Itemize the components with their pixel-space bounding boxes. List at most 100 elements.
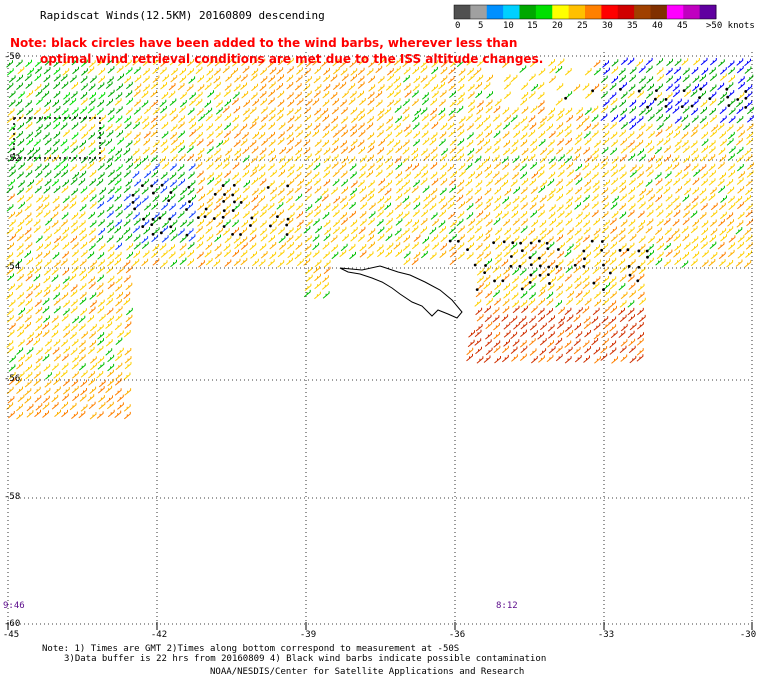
- wind-barb: [161, 145, 169, 153]
- wind-barb: [296, 258, 304, 267]
- note-line-2: optimal wind retrieval conditions are me…: [40, 52, 544, 66]
- wind-barb: [690, 129, 698, 137]
- wind-barb: [60, 139, 68, 147]
- wind-barb: [547, 283, 555, 291]
- wind-barb: [718, 219, 725, 227]
- wind-barb: [178, 105, 186, 114]
- wind-barb: [358, 57, 366, 65]
- wind-barb: [35, 178, 43, 186]
- wind-barb: [681, 99, 689, 108]
- wind-barb: [591, 122, 599, 130]
- wind-barb: [87, 394, 95, 402]
- wind-barb: [728, 146, 736, 154]
- wind-barb: [24, 227, 32, 235]
- wind-barb: [177, 171, 185, 180]
- wind-barb: [267, 97, 275, 105]
- wind-barb: [42, 329, 50, 338]
- wind-barb: [152, 107, 160, 115]
- contamination-dot: [204, 207, 208, 211]
- wind-barb: [97, 356, 105, 364]
- contamination-dot: [239, 201, 243, 204]
- wind-barb: [98, 395, 105, 403]
- wind-barb: [296, 219, 304, 228]
- wind-barb: [582, 194, 590, 203]
- wind-barb: [629, 99, 637, 108]
- wind-barb: [610, 177, 618, 186]
- wind-barb: [80, 97, 88, 106]
- contamination-dot: [555, 265, 559, 268]
- wind-barb: [709, 235, 716, 243]
- wind-barb: [468, 330, 475, 338]
- wind-barb: [619, 171, 627, 179]
- contamination-dot: [520, 249, 524, 253]
- wind-barb: [133, 250, 140, 259]
- wind-barb: [547, 241, 555, 250]
- wind-barb: [510, 315, 518, 324]
- wind-barb: [638, 243, 646, 252]
- wind-barb: [726, 212, 734, 220]
- wind-barb: [34, 130, 42, 138]
- wind-barb: [456, 123, 464, 131]
- wind-barb: [53, 59, 61, 67]
- wind-barb: [7, 411, 15, 419]
- contamination-dot: [682, 89, 686, 93]
- wind-barb: [332, 219, 340, 228]
- wind-barb: [422, 137, 430, 146]
- wind-barb: [663, 218, 671, 226]
- wind-barb: [259, 243, 267, 251]
- wind-barb: [457, 211, 465, 219]
- wind-barb: [27, 268, 34, 276]
- wind-barb: [358, 226, 366, 235]
- wind-barb: [61, 282, 69, 290]
- wind-barb: [250, 73, 258, 81]
- wind-barb: [62, 97, 70, 106]
- scale-swatch: [601, 5, 619, 19]
- wind-barb: [114, 123, 122, 131]
- wind-barb: [654, 227, 662, 235]
- wind-barb: [672, 162, 680, 170]
- wind-barb: [645, 57, 653, 66]
- wind-barb: [36, 243, 43, 252]
- wind-barb: [539, 180, 547, 188]
- wind-barb: [6, 308, 14, 316]
- wind-barb: [548, 171, 556, 180]
- wind-barb: [215, 220, 223, 228]
- wind-barb: [637, 148, 644, 156]
- wind-barb: [224, 83, 232, 91]
- wind-barb: [520, 139, 528, 147]
- wind-barb: [348, 145, 356, 154]
- wind-barb: [61, 185, 69, 194]
- wind-barb: [25, 218, 33, 226]
- wind-barb: [449, 234, 457, 242]
- wind-barb: [53, 170, 61, 179]
- wind-barb: [252, 131, 259, 140]
- contamination-dot: [744, 105, 748, 109]
- wind-barb: [97, 99, 104, 108]
- wind-barb: [548, 156, 556, 164]
- wind-barb: [440, 67, 448, 75]
- wind-barb: [493, 298, 501, 306]
- wind-barb: [467, 105, 475, 114]
- wind-barb: [627, 330, 635, 339]
- wind-barb: [501, 314, 509, 322]
- wind-barb: [115, 204, 122, 212]
- contamination-dot: [221, 184, 225, 187]
- wind-barb: [609, 217, 617, 226]
- wind-barb: [240, 138, 248, 146]
- wind-barb: [429, 203, 437, 211]
- wind-barb: [107, 369, 114, 378]
- wind-barb: [385, 250, 392, 258]
- contamination-dot: [664, 104, 668, 108]
- wind-barb: [89, 292, 97, 300]
- wind-barb: [286, 227, 294, 235]
- wind-barb: [96, 345, 104, 354]
- wind-barb: [322, 123, 330, 131]
- wind-barb: [574, 137, 582, 146]
- wind-barb: [170, 75, 178, 83]
- wind-barb: [447, 202, 455, 210]
- wind-barb: [305, 204, 313, 212]
- wind-barb: [42, 395, 50, 404]
- wind-barb: [160, 59, 167, 67]
- wind-barb: [114, 171, 122, 180]
- wind-barb: [161, 178, 169, 186]
